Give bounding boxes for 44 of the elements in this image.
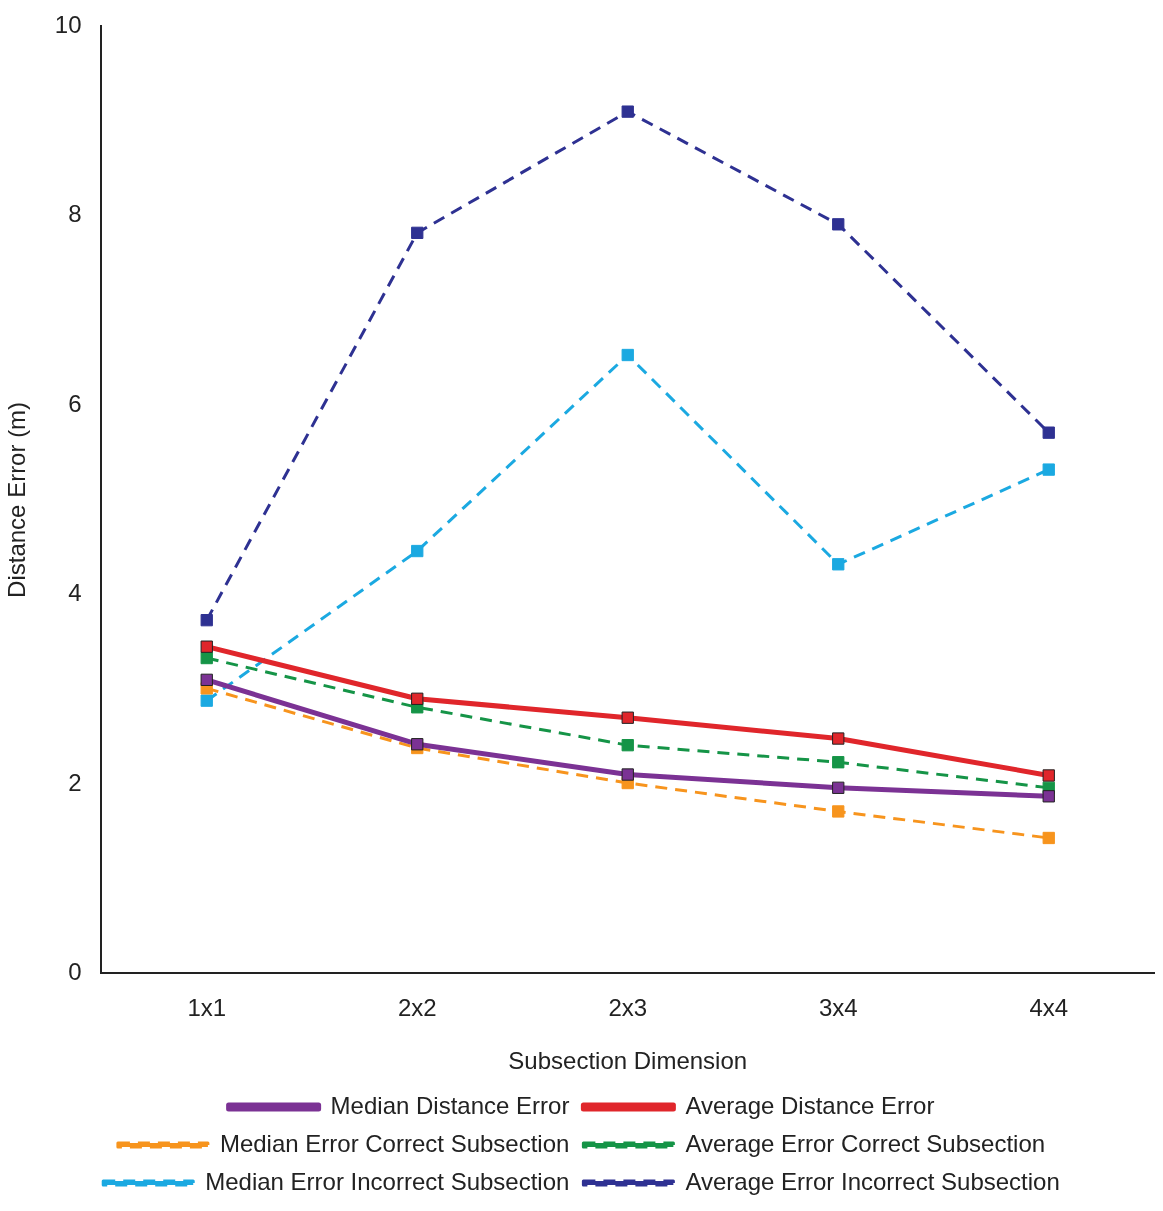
y-tick-label: 0 [68, 958, 82, 986]
point [832, 756, 845, 769]
legend-label: Average Error Incorrect Subsection [685, 1167, 1060, 1195]
point [200, 614, 213, 627]
point [411, 692, 424, 705]
point [200, 673, 213, 686]
point [200, 694, 213, 707]
point [1042, 426, 1055, 439]
x-tick-label: 4x4 [1029, 994, 1069, 1022]
x-tick-label: 2x2 [397, 994, 437, 1022]
x-tick-label: 1x1 [187, 994, 227, 1022]
y-tick-label: 10 [54, 11, 82, 39]
y-axis-title: Distance Error (m) [3, 401, 31, 598]
point [621, 739, 634, 752]
legend-label: Average Distance Error [685, 1091, 935, 1119]
legend-label: Median Error Correct Subsection [219, 1129, 570, 1157]
point [832, 558, 845, 571]
point [411, 226, 424, 239]
point [1042, 769, 1055, 782]
point [832, 732, 845, 745]
x-tick-label: 2x3 [608, 994, 648, 1022]
y-tick-label: 6 [68, 389, 82, 417]
point [621, 768, 634, 781]
point [411, 738, 424, 751]
point [621, 105, 634, 118]
legend-label: Median Distance Error [330, 1091, 570, 1119]
point [832, 781, 845, 794]
legend-label: Average Error Correct Subsection [685, 1129, 1046, 1157]
x-axis-title: Subsection Dimension [508, 1047, 748, 1075]
point [200, 640, 213, 653]
x-tick-label: 3x4 [818, 994, 858, 1022]
point [832, 218, 845, 231]
point [200, 651, 213, 665]
point [1042, 790, 1055, 803]
y-tick-label: 8 [68, 200, 82, 228]
point [621, 348, 634, 362]
legend-label: Median Error Incorrect Subsection [205, 1167, 570, 1195]
point [832, 805, 845, 818]
y-tick-label: 4 [68, 579, 82, 607]
point [621, 711, 634, 724]
point [411, 544, 424, 558]
y-tick-label: 2 [68, 768, 82, 796]
point [1042, 831, 1055, 845]
point [1042, 463, 1055, 476]
